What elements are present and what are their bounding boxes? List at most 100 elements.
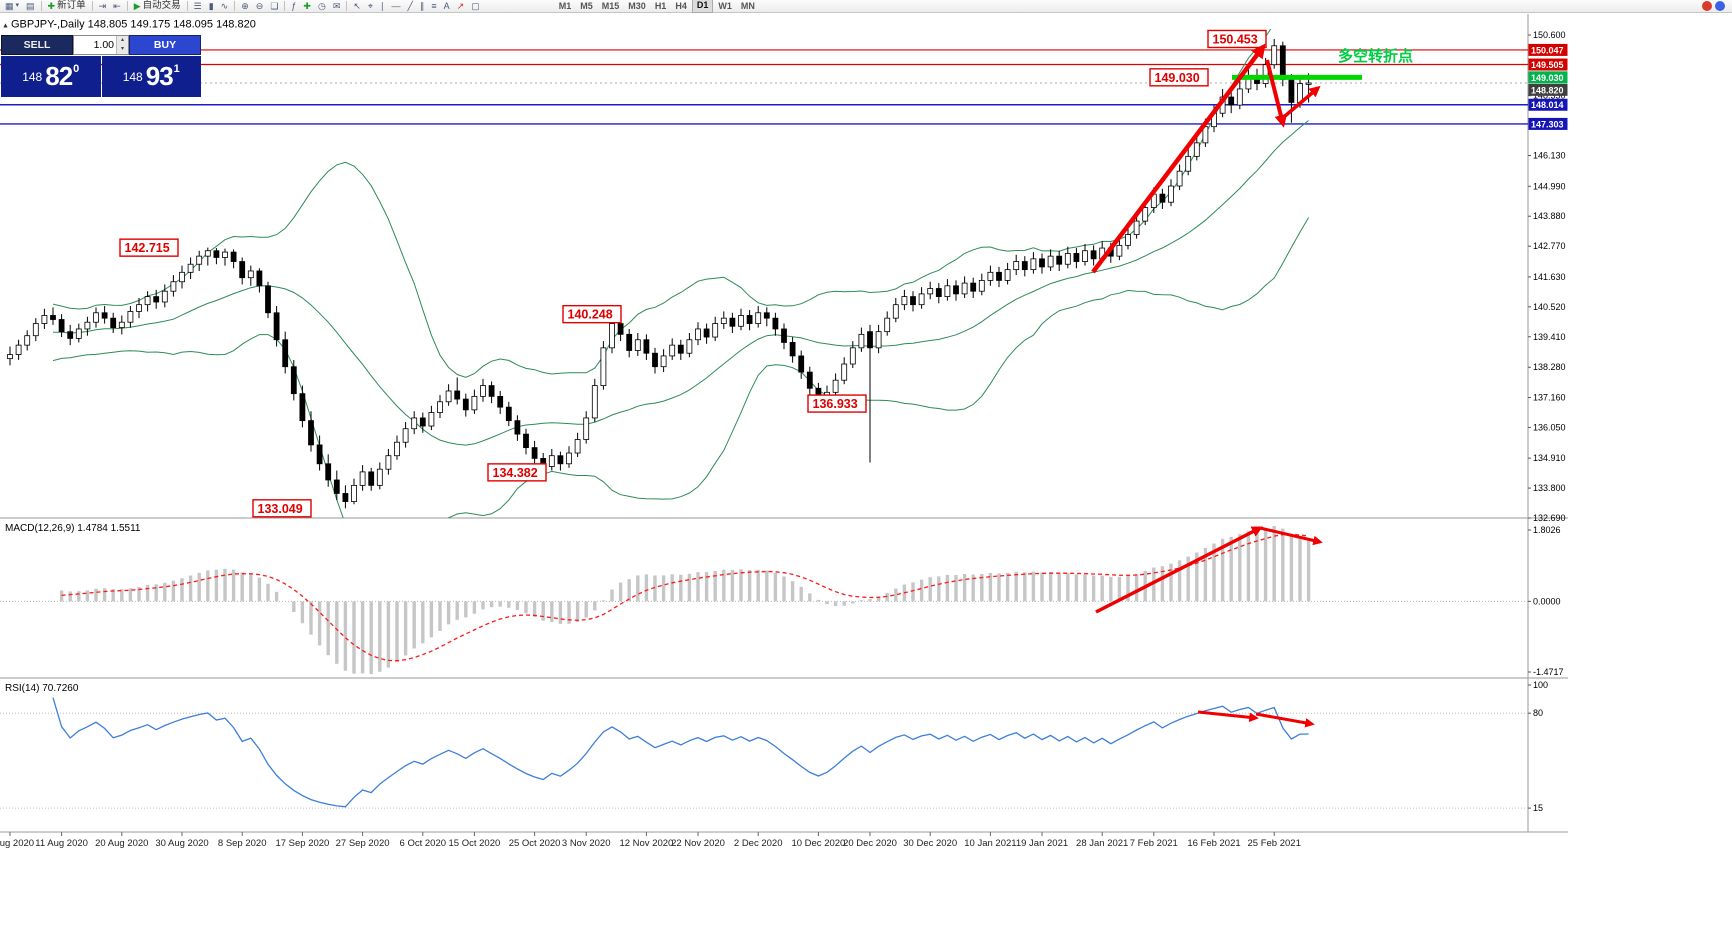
profiles-button[interactable]: ▤ <box>23 0 38 12</box>
date-tick-label: 3 Nov 2020 <box>562 838 611 849</box>
timeframe-m1[interactable]: M1 <box>558 1 572 11</box>
rsi-scale-label: 15 <box>1533 803 1543 813</box>
trend-arrow[interactable] <box>1265 59 1288 128</box>
volume-up-icon[interactable]: ▴ <box>120 37 124 43</box>
chart-shift-button[interactable]: ⇥ <box>96 0 110 12</box>
date-tick-label: 16 Feb 2021 <box>1187 838 1240 849</box>
trend-arrow[interactable] <box>1091 43 1266 274</box>
trend-arrow[interactable] <box>1197 710 1259 723</box>
sell-button[interactable]: SELL <box>1 35 73 55</box>
buy-price[interactable]: 148 93 1 <box>101 56 201 97</box>
zoom-out-button[interactable]: ⊖ <box>253 0 267 12</box>
buy-button[interactable]: BUY <box>129 35 201 55</box>
price-tick-label: 132.690 <box>1533 513 1566 523</box>
timeframe-h4[interactable]: H4 <box>675 1 687 11</box>
cursor-tool-button[interactable]: ↖ <box>350 0 364 12</box>
date-tick-label: 8 Sep 2020 <box>218 838 267 849</box>
trend-arrow[interactable] <box>1259 526 1323 546</box>
price-marker-badge <box>1528 83 1568 96</box>
volume-input[interactable] <box>74 36 116 54</box>
timeframe-w1[interactable]: W1 <box>718 1 732 11</box>
periods-button[interactable]: ◷ <box>315 0 329 12</box>
date-tick-label: 20 Dec 2020 <box>843 838 897 849</box>
date-tick-label: 25 Feb 2021 <box>1248 838 1301 849</box>
timeframe-m5[interactable]: M5 <box>580 1 593 11</box>
buy-price-pips: 93 <box>145 61 174 91</box>
date-tick-label: 11 Aug 2020 <box>35 838 88 849</box>
bollinger-bands <box>52 29 1310 518</box>
zoom-in-button[interactable]: ⊕ <box>238 0 252 12</box>
price-tick-label: 150.600 <box>1533 30 1566 40</box>
auto-scroll-button[interactable]: ⇤ <box>110 0 124 12</box>
date-tick-label: 15 Oct 2020 <box>449 838 501 849</box>
rsi-scale-label: 80 <box>1533 708 1543 718</box>
line-chart-button[interactable]: ∿ <box>218 0 232 12</box>
collapse-panel-icon[interactable]: ▲ <box>2 23 9 30</box>
zoom-out-icon: ⊖ <box>255 1 264 11</box>
timeframe-m30[interactable]: M30 <box>628 1 646 11</box>
add-indicator-button[interactable]: ✚ <box>300 0 314 12</box>
price-flag[interactable]: 133.049 <box>252 499 312 518</box>
price-tick-label: 146.130 <box>1533 151 1566 161</box>
new-order-button[interactable]: ✚ 新订单 <box>45 0 89 12</box>
auto-scroll-icon: ⇤ <box>113 1 121 11</box>
trend-arrow[interactable] <box>1095 526 1263 614</box>
horizontal-line-icon: ― <box>391 1 401 11</box>
price-flag-label: 150.453 <box>1213 32 1258 46</box>
trend-arrow[interactable] <box>1255 712 1315 728</box>
price-tick-label: 139.410 <box>1533 332 1566 342</box>
date-tick-label: 10 Dec 2020 <box>791 838 845 849</box>
date-tick-label: 10 Jan 2021 <box>964 838 1016 849</box>
timeframe-m15[interactable]: M15 <box>601 1 620 11</box>
price-tick-label: 137.160 <box>1533 392 1566 402</box>
arrow-tool-button[interactable]: ↗ <box>454 0 468 12</box>
timeframe-h1[interactable]: H1 <box>654 1 667 11</box>
price-flag[interactable]: 134.382 <box>487 463 547 482</box>
sell-price[interactable]: 148 82 0 <box>1 56 101 97</box>
shapes-tool-button[interactable]: ▢ <box>468 0 483 12</box>
trendline-tool-button[interactable]: ╱ <box>404 0 415 12</box>
price-flag[interactable]: 136.933 <box>807 394 867 413</box>
plus-icon: ✚ <box>47 1 56 11</box>
date-tick-label: 30 Aug 2020 <box>155 838 208 849</box>
fibonacci-tool-button[interactable]: ≡ <box>428 0 439 12</box>
channel-tool-button[interactable]: ∥ <box>417 0 428 12</box>
vertical-line-tool-button[interactable]: ∣ <box>377 0 388 12</box>
timeframe-mn[interactable]: MN <box>740 1 755 11</box>
chart-canvas[interactable]: 150.600148.350146.130144.990143.880142.7… <box>0 14 1732 937</box>
rsi-label: RSI(14) 70.7260 <box>5 683 79 694</box>
candle-chart-icon: ▮ <box>208 1 214 11</box>
timeframe-d1[interactable]: D1 <box>691 0 714 13</box>
blue-status-icon[interactable] <box>1715 1 1725 11</box>
new-order-label: 新订单 <box>57 0 86 11</box>
autotrade-button[interactable]: ▶ 自动交易 <box>131 0 184 12</box>
indicators-button[interactable]: ƒ <box>288 0 299 12</box>
price-flag[interactable]: 150.453 <box>1207 29 1267 49</box>
macd-label: MACD(12,26,9) 1.4784 1.5511 <box>5 523 141 534</box>
text-tool-button[interactable]: A <box>441 0 453 12</box>
price-marker-label: 147.303 <box>1531 119 1564 129</box>
tile-windows-button[interactable]: ❏ <box>267 0 281 12</box>
macd-pane: MACD(12,26,9) 1.4784 1.5511 1.8026 0.0000 -… <box>0 523 1564 677</box>
new-chart-button[interactable]: ▦ ▾ <box>2 0 22 12</box>
price-flag[interactable]: 142.715 <box>119 238 179 257</box>
trend-arrow[interactable] <box>1283 85 1321 118</box>
date-tick-label: 3 Aug 2020 <box>0 838 34 849</box>
bar-chart-button[interactable]: ☰ <box>191 0 205 12</box>
buy-price-main: 148 <box>122 69 143 84</box>
price-tick-label: 138.280 <box>1533 362 1566 372</box>
price-marker-label: 148.014 <box>1531 100 1564 110</box>
price-marker-label: 148.820 <box>1531 85 1564 95</box>
horizontal-line-tool-button[interactable]: ― <box>388 0 403 12</box>
macd-scale-label: 0.0000 <box>1533 596 1561 606</box>
price-flag[interactable]: 149.030 <box>1149 68 1209 87</box>
volume-down-icon[interactable]: ▾ <box>120 46 124 52</box>
price-flag[interactable]: 140.248 <box>562 304 622 324</box>
mail-button[interactable]: ✉ <box>330 0 344 12</box>
red-status-icon[interactable] <box>1702 1 1712 11</box>
candle-chart-button[interactable]: ▮ <box>206 0 217 12</box>
date-tick-label: 17 Sep 2020 <box>275 838 329 849</box>
crosshair-tool-button[interactable]: ⌖ <box>365 0 376 12</box>
date-tick-label: 28 Jan 2021 <box>1076 838 1128 849</box>
price-tick-label: 142.770 <box>1533 241 1566 251</box>
